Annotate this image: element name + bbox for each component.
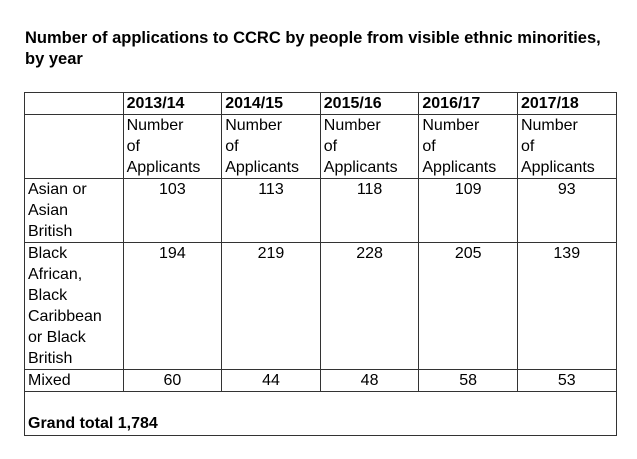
- value-cell: 228: [319, 242, 420, 370]
- cell-text-line: of: [126, 138, 140, 155]
- value-cell: 194: [122, 242, 223, 370]
- cell-text-line: Number: [422, 117, 480, 134]
- cell-text-line: Number: [520, 117, 578, 134]
- cell-text-line: Asian: [28, 202, 69, 219]
- subheader-cell: Number of Applicants: [516, 114, 617, 179]
- cell-text-line: Number: [323, 117, 381, 134]
- value-cell: 205: [418, 242, 518, 370]
- cell-text-line: or Black: [28, 329, 86, 346]
- value-cell: 53: [516, 369, 617, 392]
- grand-total-cell: Grand total 1,784: [24, 391, 617, 436]
- value-cell: 58: [418, 369, 518, 392]
- empty-header-cell: [24, 92, 124, 115]
- value-cell: 93: [516, 178, 617, 243]
- value-cell: 103: [122, 178, 223, 243]
- cell-text-line: of: [422, 138, 436, 155]
- cell-text-line: Number: [126, 117, 184, 134]
- year-header-cell: 2015/16: [319, 92, 420, 115]
- subheader-cell: Number of Applicants: [122, 114, 223, 179]
- subheader-row: Number of Applicants Number of Applicants Numb…: [24, 114, 617, 179]
- cell-text-line: of: [520, 138, 535, 155]
- table-row: Black African, Black Caribbean or Black Briti…: [24, 242, 617, 370]
- cell-text-line: Black: [28, 287, 68, 304]
- cell-text-line: African,: [28, 266, 83, 283]
- value-cell: 48: [319, 369, 420, 392]
- table-row: Asian or Asian British 103 113 118 109 93: [24, 178, 617, 243]
- table-row: Mixed 60 44 48 58 53: [24, 369, 617, 392]
- row-label-cell: Black African, Black Caribbean or Black Briti…: [24, 242, 124, 370]
- subheader-cell: Number of Applicants: [319, 114, 420, 179]
- subheader-cell: Number of Applicants: [418, 114, 518, 179]
- cell-text-line: Caribbean: [28, 308, 102, 325]
- value-cell: 44: [221, 369, 321, 392]
- value-cell: 60: [122, 369, 223, 392]
- cell-text-line: British: [28, 223, 73, 240]
- year-header-cell: 2013/14: [122, 92, 223, 115]
- cell-text-line: Asian or: [28, 181, 87, 198]
- cell-text-line: Applicants: [126, 159, 201, 176]
- cell-text-line: of: [323, 138, 338, 155]
- cell-text-line: Applicants: [225, 159, 300, 176]
- cell-text-line: Black: [28, 245, 68, 262]
- year-header-cell: 2014/15: [221, 92, 321, 115]
- applications-table: 2013/14 2014/15 2015/16 2016/17 2017/18 Numbe…: [24, 92, 617, 436]
- value-cell: 109: [418, 178, 518, 243]
- value-cell: 219: [221, 242, 321, 370]
- year-header-cell: 2017/18: [516, 92, 617, 115]
- value-cell: 118: [319, 178, 420, 243]
- cell-text-line: Mixed: [28, 372, 71, 389]
- cell-text-line: Applicants: [323, 159, 398, 176]
- value-cell: 139: [516, 242, 617, 370]
- subheader-cell: Number of Applicants: [221, 114, 321, 179]
- row-label-cell: Mixed: [24, 369, 124, 392]
- document-title: Number of applications to CCRC by people…: [25, 29, 601, 68]
- cell-text-line: Applicants: [520, 159, 595, 176]
- value-cell: 113: [221, 178, 321, 243]
- empty-subheader-cell: [24, 114, 124, 179]
- year-header-row: 2013/14 2014/15 2015/16 2016/17 2017/18: [24, 92, 617, 115]
- grand-total-row: Grand total 1,784: [24, 391, 617, 436]
- cell-text-line: Number: [225, 117, 283, 134]
- cell-text-line: Applicants: [422, 159, 497, 176]
- row-label-cell: Asian or Asian British: [24, 178, 124, 243]
- cell-text-line: of: [225, 138, 239, 155]
- year-header-cell: 2016/17: [418, 92, 518, 115]
- cell-text-line: British: [28, 350, 73, 367]
